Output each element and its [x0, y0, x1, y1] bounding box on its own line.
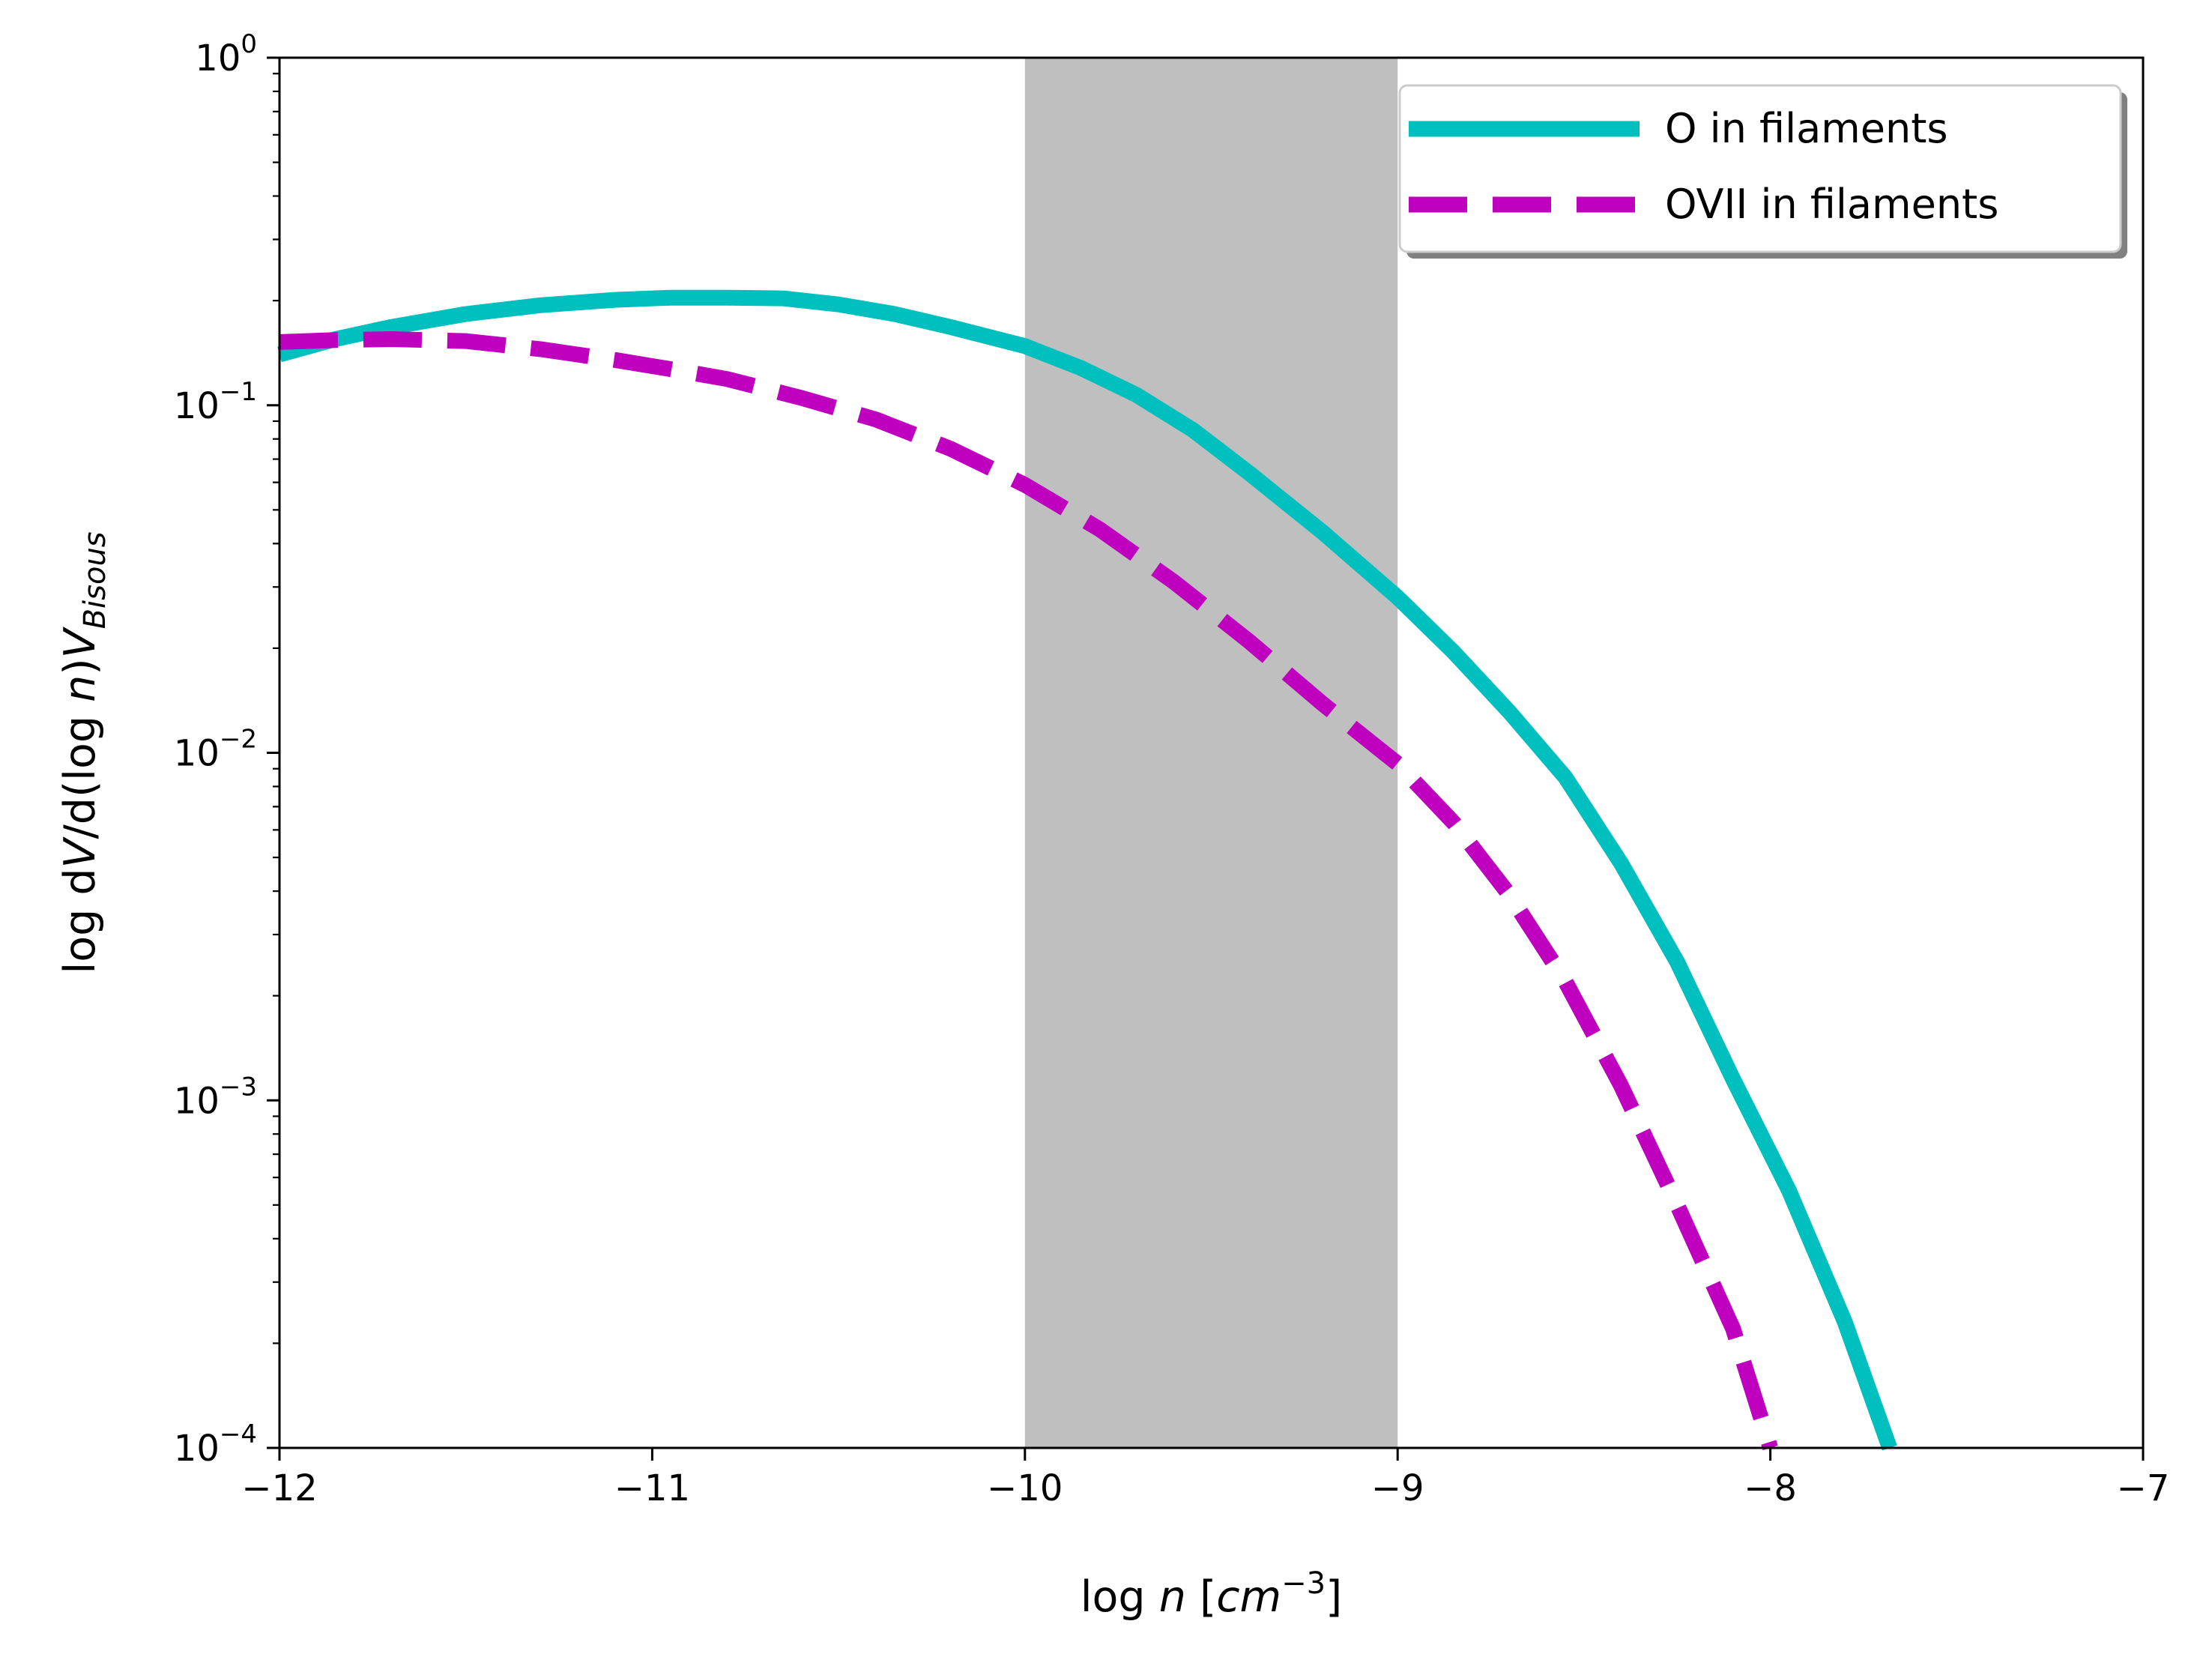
y-tick-label: 100	[195, 29, 257, 79]
x-axis-label: log n [cm−3]	[1081, 1566, 1343, 1622]
legend: O in filaments OVII in filaments	[1398, 84, 2127, 259]
x-tick-label: −9	[1371, 1467, 1424, 1509]
x-tick-label: −12	[241, 1467, 317, 1509]
legend-label-1: O in filaments	[1665, 105, 1948, 152]
y-tick-label: 10−3	[174, 1072, 257, 1122]
x-tick-label: −11	[614, 1467, 690, 1509]
ticks-layer: −12 −11 −10 −9 −8 −7 100 10−1 10−2 10−3 10−4	[174, 29, 2170, 1509]
shaded-density-band	[1024, 58, 1398, 1448]
axes-frame	[278, 56, 2145, 1449]
series-line-2	[279, 331, 1778, 1451]
legend-label-2: OVII in filaments	[1665, 181, 1998, 228]
y-tick-label: 10−4	[174, 1419, 257, 1470]
y-axis-label: log dV/d(log n)VBisous	[55, 531, 112, 974]
plot-area	[277, 58, 1897, 1451]
y-tick-label: 10−2	[174, 725, 257, 775]
x-tick-label: −10	[987, 1467, 1063, 1509]
series-layer	[277, 289, 1897, 1451]
series-line-1	[277, 289, 1897, 1451]
x-tick-label: −8	[1744, 1467, 1797, 1509]
y-tick-label: 10−1	[174, 377, 257, 427]
x-tick-label: −7	[2117, 1467, 2170, 1509]
